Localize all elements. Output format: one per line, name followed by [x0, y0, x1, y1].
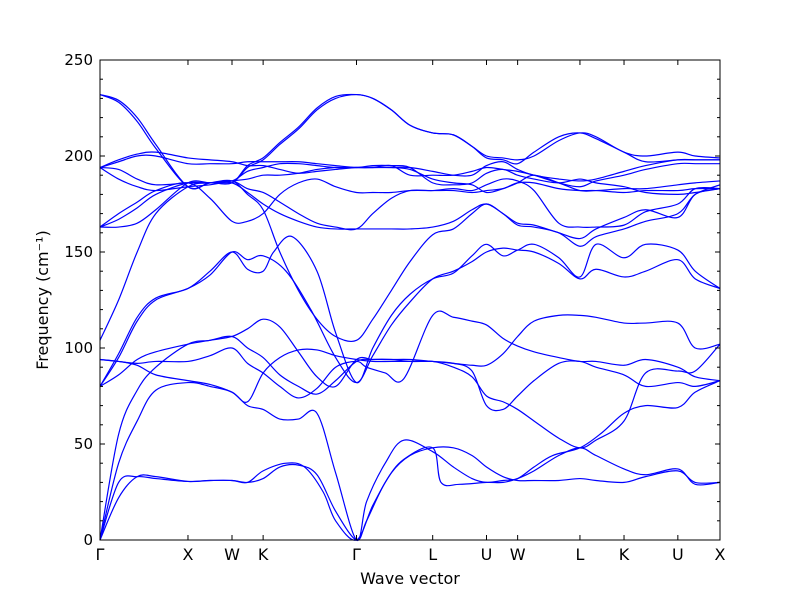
x-axis-label: Wave vector	[360, 569, 460, 588]
band-line-19	[99, 93, 721, 190]
x-tick-label: L	[575, 545, 584, 564]
band-line-5	[99, 318, 721, 412]
y-tick-label: 100	[64, 339, 93, 357]
y-tick-label: 200	[64, 147, 93, 165]
series-layer	[99, 93, 721, 541]
x-tick-label: U	[672, 545, 684, 564]
x-tick-label: Γ	[96, 545, 105, 564]
band-line-4	[99, 314, 721, 541]
y-tick-label: 150	[64, 243, 93, 261]
band-line-10	[99, 179, 721, 343]
y-tick-label: 250	[64, 51, 93, 69]
x-tick-label: Γ	[352, 545, 361, 564]
band-line-6	[99, 343, 721, 449]
y-tick-label: 50	[74, 435, 93, 453]
band-line-17	[99, 151, 720, 182]
band-line-1	[99, 446, 721, 541]
y-axis-label: Frequency (cm⁻¹)	[33, 230, 52, 369]
x-tick-label: X	[715, 545, 726, 564]
x-tick-label: K	[619, 545, 630, 564]
x-tick-label: W	[510, 545, 526, 564]
x-tick-label: X	[182, 545, 193, 564]
band-line-7	[99, 310, 721, 399]
band-line-3	[99, 380, 721, 541]
x-tick-label: W	[224, 545, 240, 564]
x-tick-label: K	[258, 545, 269, 564]
band-line-9	[99, 235, 721, 387]
y-axis: 0 50 100 150 200 250	[64, 51, 720, 549]
x-tick-label: L	[428, 545, 437, 564]
band-line-8	[99, 247, 721, 387]
x-tick-label: U	[481, 545, 493, 564]
plot-frame	[99, 59, 721, 541]
band-line-16	[99, 154, 720, 188]
band-line-2	[99, 446, 721, 541]
y-tick-label: 0	[83, 531, 93, 549]
